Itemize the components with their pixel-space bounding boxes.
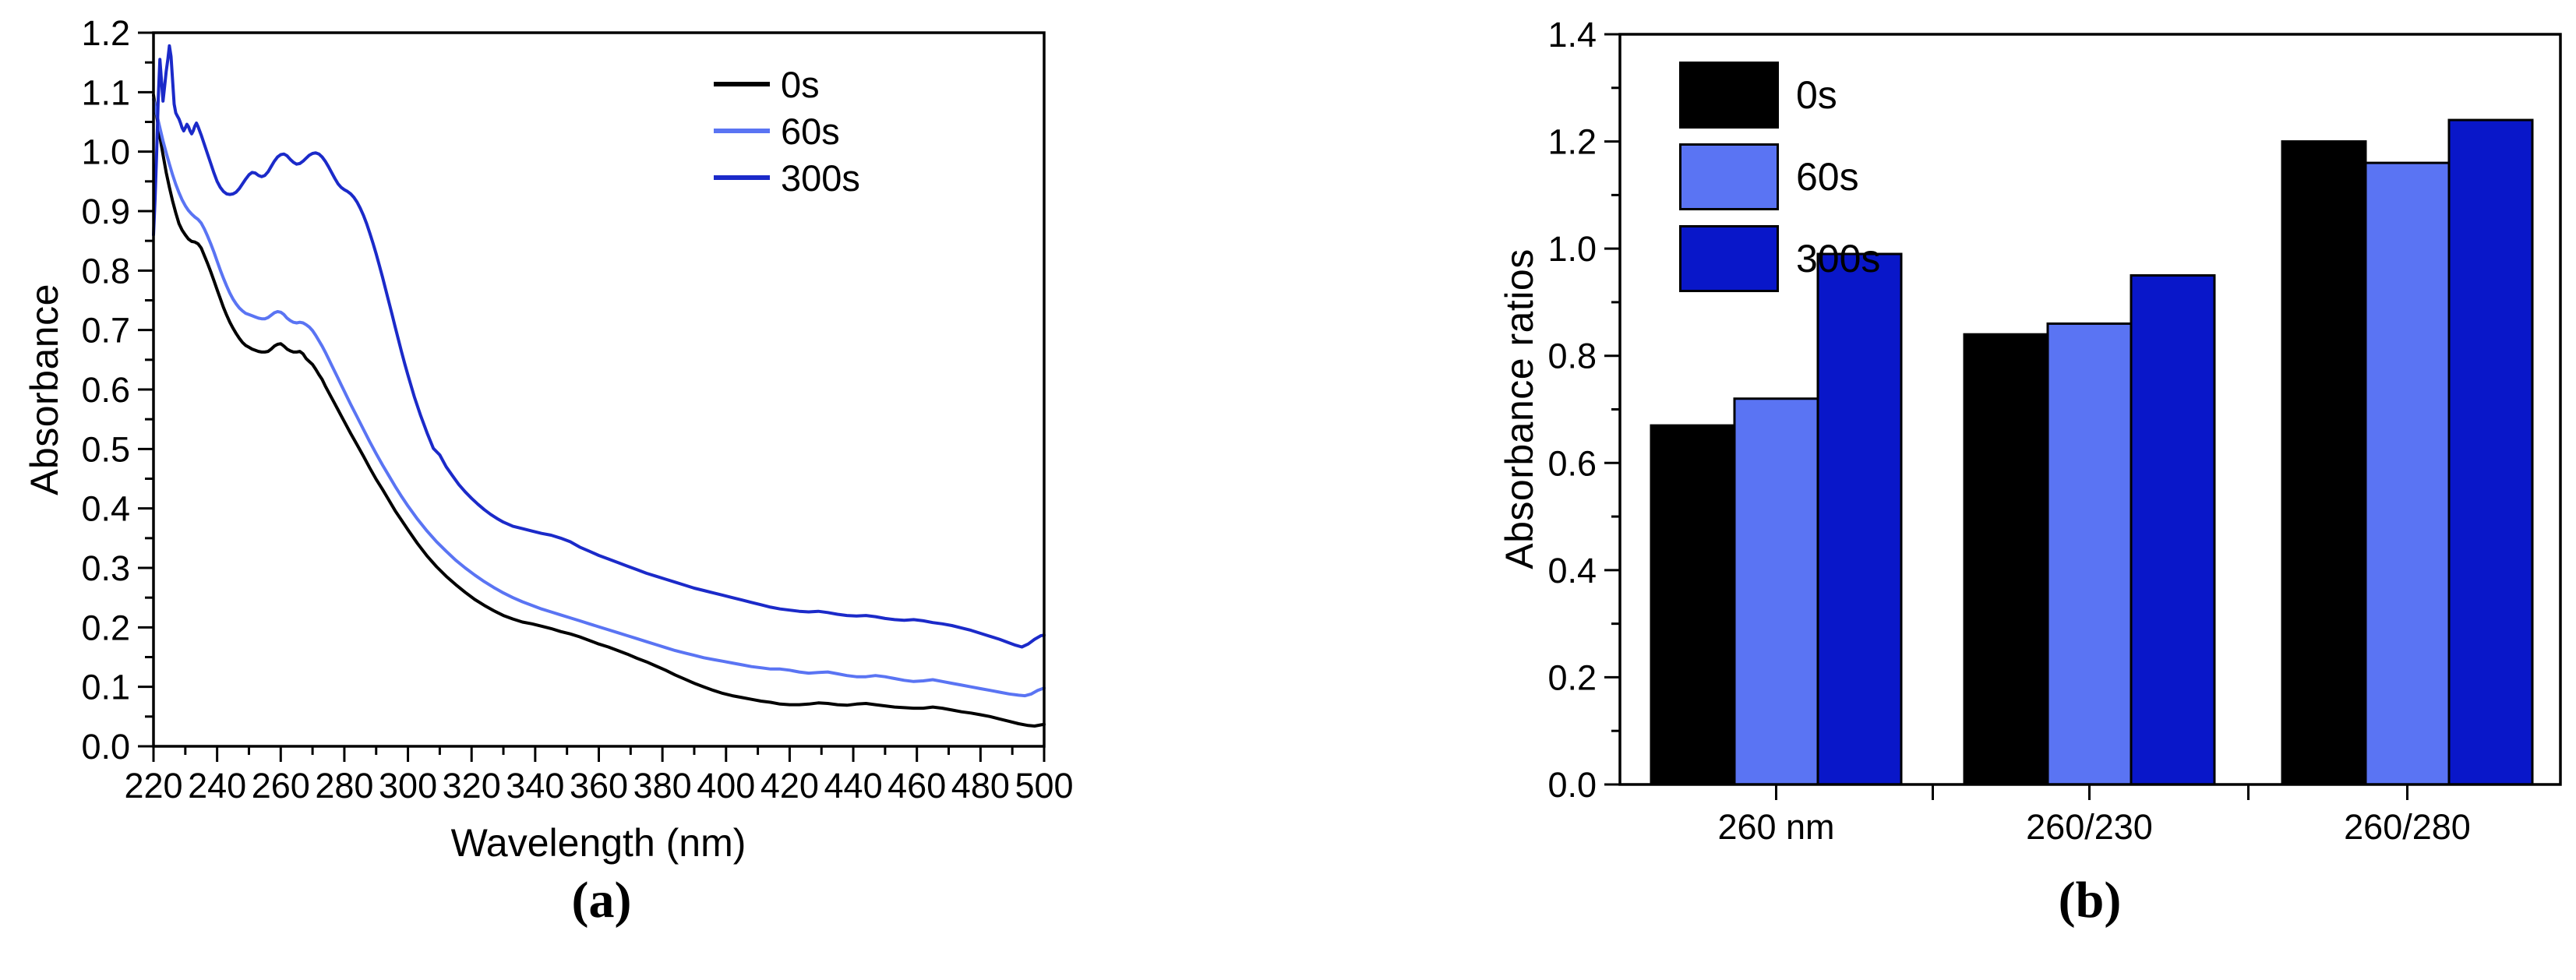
svg-text:400: 400 xyxy=(697,766,755,806)
legend-item-60s: 60s xyxy=(714,108,860,154)
svg-text:260 nm: 260 nm xyxy=(1717,807,1834,847)
svg-text:1.4: 1.4 xyxy=(1547,15,1597,55)
svg-text:1.2: 1.2 xyxy=(81,13,130,53)
svg-text:220: 220 xyxy=(124,766,182,806)
svg-text:260/230: 260/230 xyxy=(2026,807,2153,847)
legend-ratios: 0s 60s 300s xyxy=(1679,62,1880,307)
svg-text:0.0: 0.0 xyxy=(81,727,130,767)
legend-item-300s: 300s xyxy=(1679,225,1880,292)
svg-text:500: 500 xyxy=(1015,766,1073,806)
panel-label-b: (b) xyxy=(2058,872,2122,929)
box-swatch-0s xyxy=(1679,62,1779,129)
svg-text:0.1: 0.1 xyxy=(81,668,130,707)
svg-text:0.4: 0.4 xyxy=(1547,551,1597,590)
svg-text:0.9: 0.9 xyxy=(81,192,130,231)
y-axis-title-ratios: Absorbance ratios xyxy=(1498,249,1541,569)
svg-text:1.1: 1.1 xyxy=(81,72,130,112)
svg-text:380: 380 xyxy=(633,766,692,806)
svg-text:300: 300 xyxy=(379,766,437,806)
svg-text:1.0: 1.0 xyxy=(81,132,130,172)
svg-text:340: 340 xyxy=(506,766,564,806)
svg-text:0.2: 0.2 xyxy=(81,608,130,647)
svg-text:420: 420 xyxy=(760,766,819,806)
box-swatch-300s xyxy=(1679,225,1779,292)
svg-text:320: 320 xyxy=(443,766,501,806)
panel-label-a: (a) xyxy=(571,872,632,929)
legend-label-0s: 0s xyxy=(1796,73,1837,117)
svg-text:0.6: 0.6 xyxy=(1547,443,1597,483)
legend-item-60s: 60s xyxy=(1679,143,1880,210)
legend-label-0s: 0s xyxy=(781,63,820,105)
svg-text:0.7: 0.7 xyxy=(81,311,130,351)
svg-text:0.0: 0.0 xyxy=(1547,765,1597,805)
svg-text:0.8: 0.8 xyxy=(81,251,130,291)
legend-item-0s: 0s xyxy=(1679,62,1880,129)
box-swatch-60s xyxy=(1679,143,1779,210)
x-axis-title-spectra: Wavelength (nm) xyxy=(450,821,746,865)
svg-text:0.2: 0.2 xyxy=(1547,657,1597,697)
svg-text:1.0: 1.0 xyxy=(1547,229,1597,269)
ratio-bar-chart: 0.0 0.2 0.4 0.6 0.8 1.0 1.2 1.4 260 nm 260/230 260… xyxy=(1547,15,2562,847)
line-swatch-0s xyxy=(714,82,770,86)
legend-spectra: 0s 60s 300s xyxy=(714,61,860,201)
svg-text:0.5: 0.5 xyxy=(81,429,130,469)
svg-text:1.2: 1.2 xyxy=(1547,122,1597,162)
legend-label-60s: 60s xyxy=(781,110,840,152)
svg-text:460: 460 xyxy=(887,766,946,806)
svg-text:260: 260 xyxy=(252,766,310,806)
legend-label-300s: 300s xyxy=(1796,237,1881,280)
svg-text:360: 360 xyxy=(570,766,628,806)
svg-text:0.4: 0.4 xyxy=(81,489,130,529)
legend-label-300s: 300s xyxy=(781,157,860,199)
svg-text:0.3: 0.3 xyxy=(81,548,130,588)
legend-label-60s: 60s xyxy=(1796,155,1859,199)
svg-text:240: 240 xyxy=(188,766,246,806)
svg-text:260/280: 260/280 xyxy=(2344,807,2471,847)
svg-text:480: 480 xyxy=(951,766,1010,806)
legend-item-0s: 0s xyxy=(714,61,860,108)
spectra-chart: 0.0 0.1 0.2 0.3 0.4 0.5 0.6 0.7 0.8 0.9 1.0 1.1 1.2 2… xyxy=(81,13,1073,806)
legend-item-300s: 300s xyxy=(714,154,860,201)
svg-text:280: 280 xyxy=(315,766,373,806)
svg-text:0.8: 0.8 xyxy=(1547,337,1597,376)
line-swatch-60s xyxy=(714,129,770,133)
svg-text:440: 440 xyxy=(824,766,883,806)
y-axis-title-spectra: Absorbance xyxy=(23,284,66,495)
line-swatch-300s xyxy=(714,175,770,180)
svg-text:0.6: 0.6 xyxy=(81,370,130,410)
